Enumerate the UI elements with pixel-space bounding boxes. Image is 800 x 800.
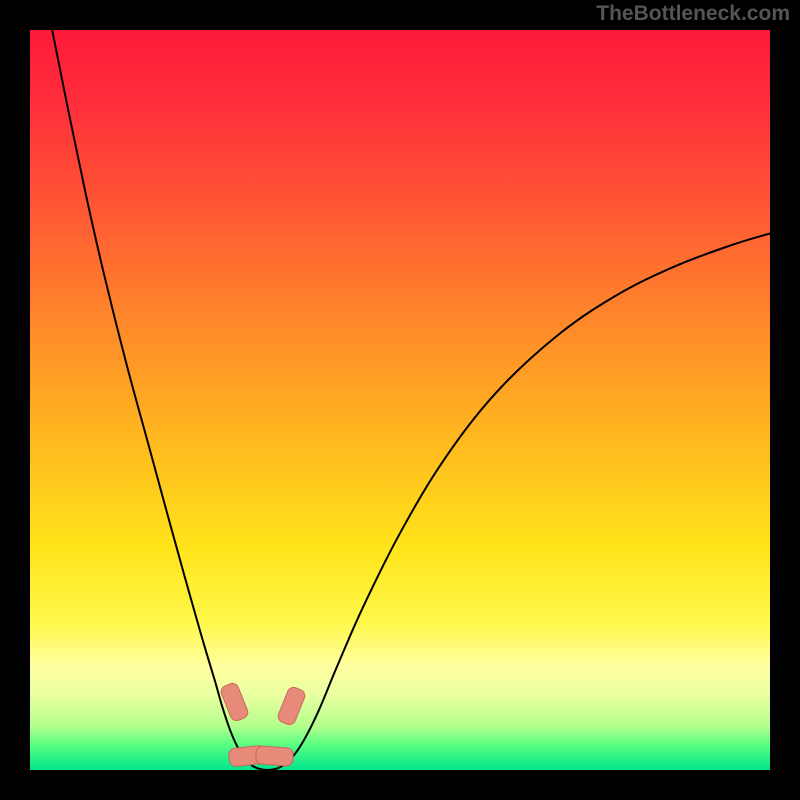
watermark-text: TheBottleneck.com [596,2,790,26]
data-marker [255,745,294,767]
chart-frame: TheBottleneck.com [0,0,800,800]
plot-area [30,30,770,770]
bottleneck-curve [30,30,770,770]
